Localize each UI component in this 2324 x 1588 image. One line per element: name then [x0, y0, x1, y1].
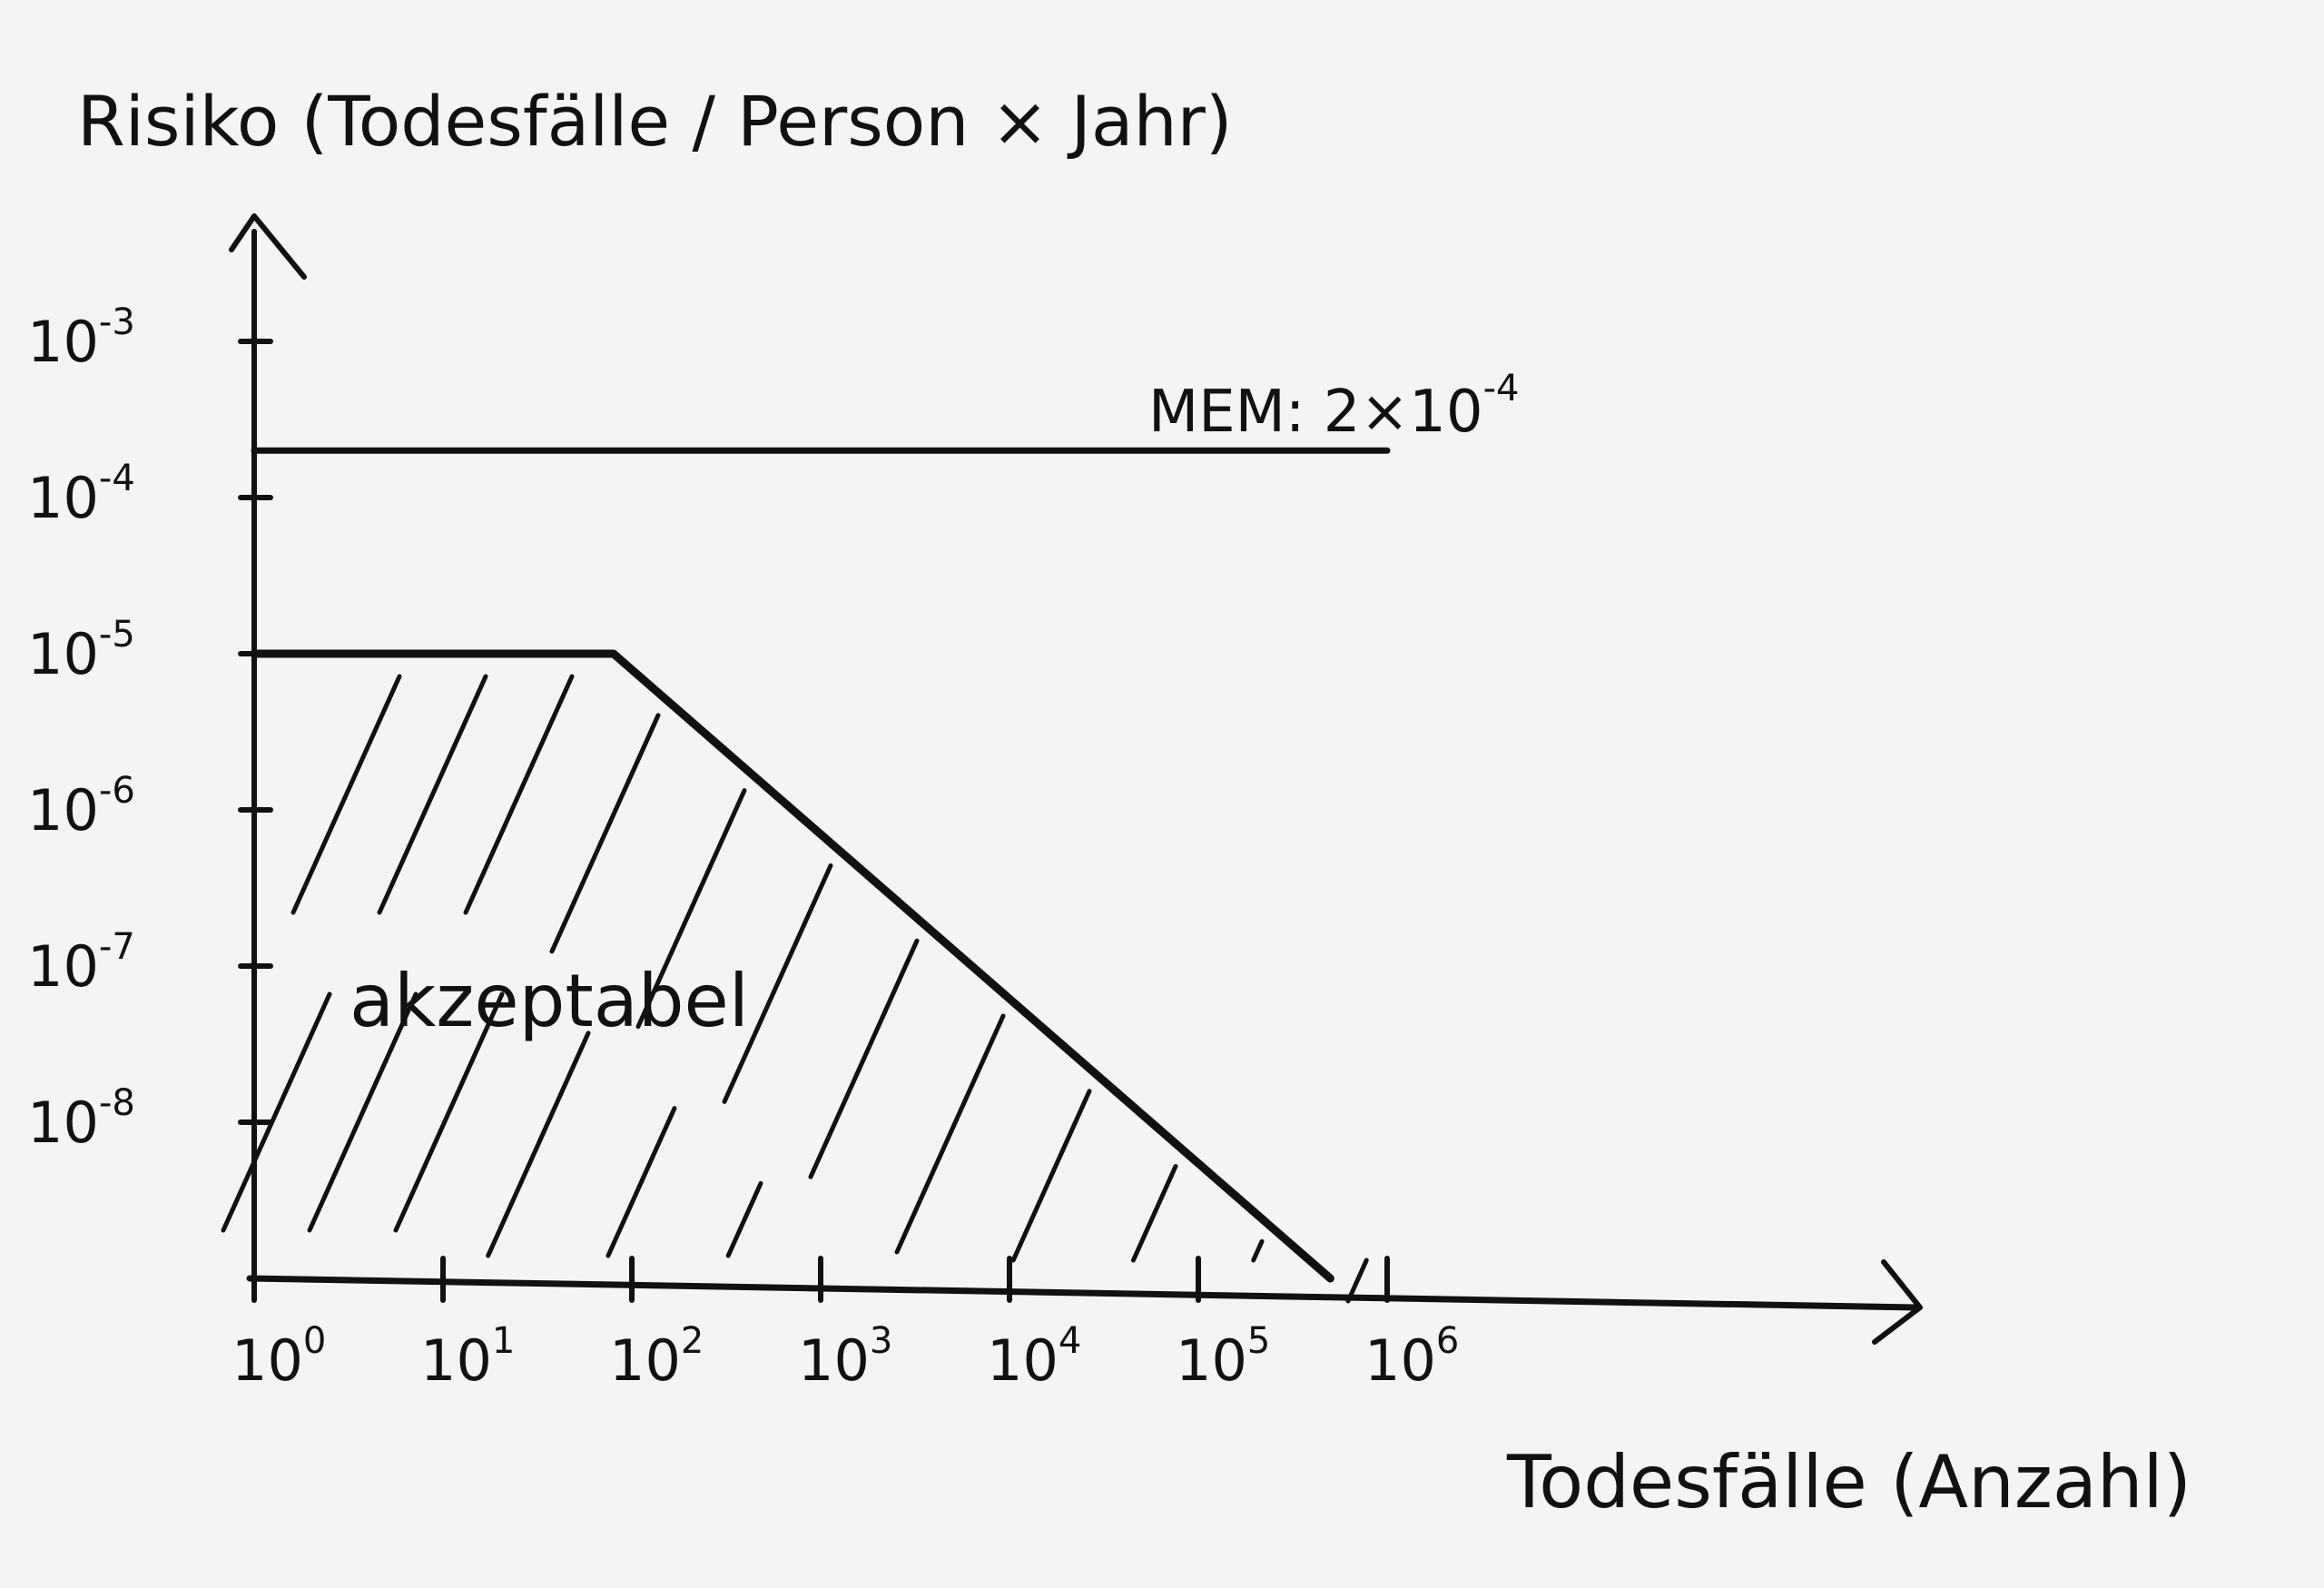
y-tick-label: 10-6 [27, 770, 135, 843]
hatch-line [606, 1106, 677, 1258]
y-tick-label: 10-3 [27, 301, 135, 375]
hatch-line [307, 991, 419, 1233]
y-tick-label: 10-7 [27, 926, 135, 1000]
acceptance-limit-line [250, 649, 1334, 1283]
y-axis-label: Risiko (Todesfälle / Person × Jahr) [77, 81, 1233, 162]
x-tick-label: 106 [1364, 1320, 1459, 1394]
y-tick-label: 10-8 [27, 1082, 135, 1156]
hatch-line [808, 938, 920, 1179]
hatch-line [1130, 1164, 1178, 1263]
hatch-line [393, 991, 505, 1233]
x-axis-ticks: 100 101 102 103 104 105 106 [231, 1256, 1459, 1394]
hatch-line [1345, 1258, 1369, 1304]
x-tick-label: 103 [798, 1320, 892, 1394]
hatch-line [463, 674, 575, 915]
x-tick-label: 102 [609, 1320, 704, 1394]
x-tick-label: 104 [987, 1320, 1081, 1394]
hatch-line [486, 1031, 591, 1258]
acceptable-region-label: akzeptabel [350, 959, 749, 1043]
hatch-line [635, 788, 747, 1030]
hatch-line [894, 1013, 1006, 1255]
hatch-line [290, 674, 402, 915]
hatch-line [221, 991, 332, 1233]
hatch-line [1010, 1089, 1092, 1263]
hatch-line [722, 863, 833, 1104]
x-tick-label: 101 [420, 1320, 515, 1394]
mem-annotation: MEM: 2×10-4 [1148, 368, 1519, 446]
x-tick-label: 105 [1176, 1320, 1270, 1394]
y-tick-label: 10-5 [27, 614, 135, 687]
hatch-line [725, 1180, 763, 1258]
y-tick-label: 10-4 [27, 458, 135, 531]
hatch-line [1251, 1238, 1265, 1263]
y-axis-ticks: 10-3 10-4 10-5 10-6 10-7 10-8 [27, 301, 273, 1156]
x-tick-label: 100 [231, 1320, 326, 1394]
x-axis-label: Todesfälle (Anzahl) [1506, 1440, 2191, 1524]
y-axis-arrowhead [229, 213, 307, 280]
acceptable-region-hatching [221, 674, 1369, 1304]
hatch-line [377, 674, 488, 915]
x-axis [246, 1275, 1919, 1311]
hatch-line [549, 713, 661, 954]
x-axis-arrowhead [1872, 1259, 1923, 1345]
